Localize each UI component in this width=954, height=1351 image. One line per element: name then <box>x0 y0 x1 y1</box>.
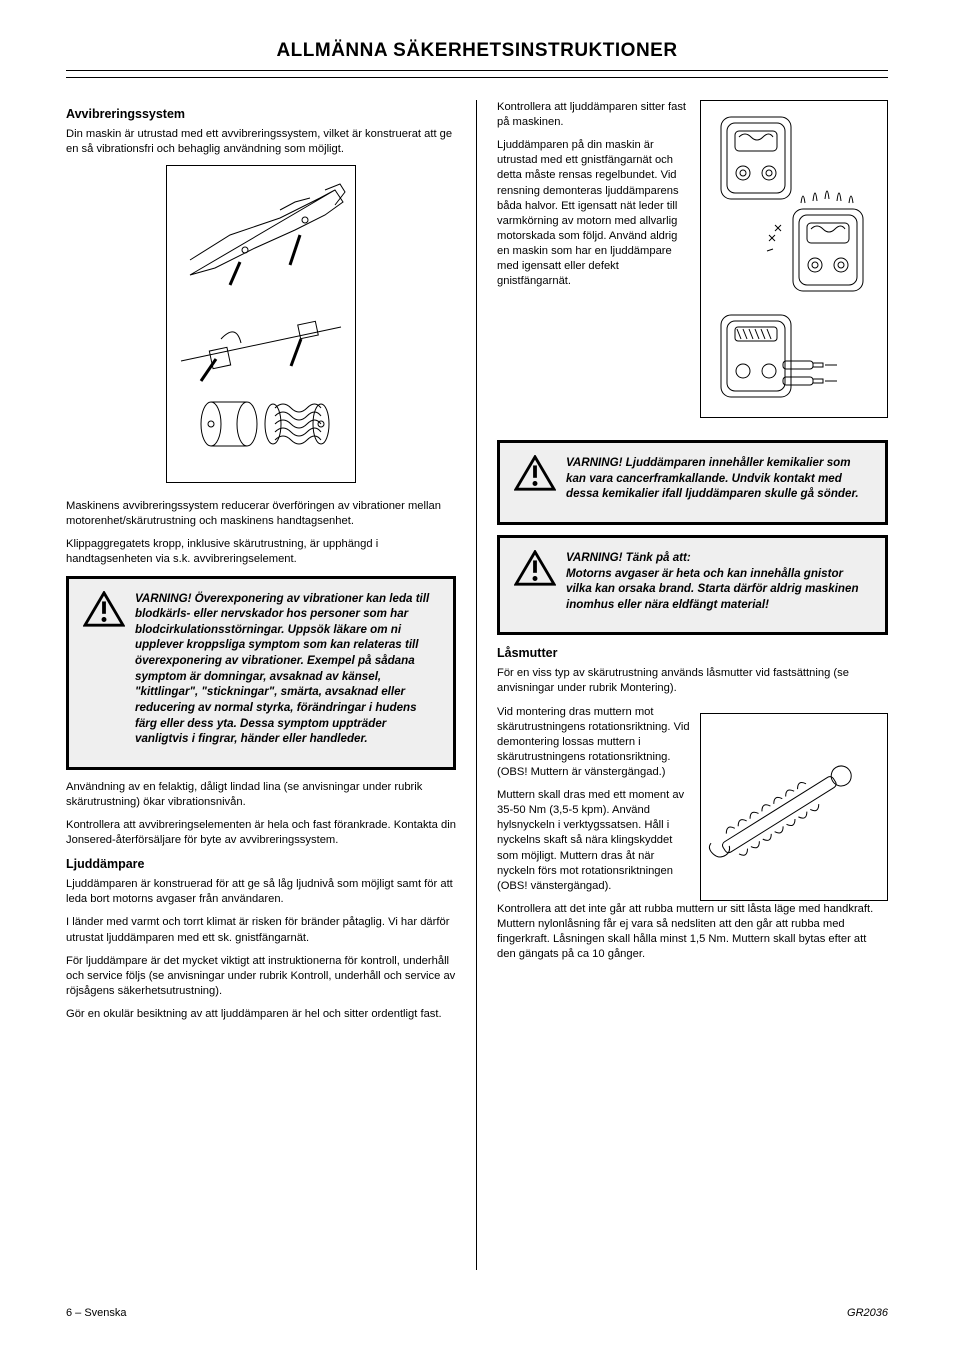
warning-box-chemicals: VARNING! Ljuddämparen innehåller kemikal… <box>497 440 888 525</box>
body-text: Användning av en felaktig, dåligt lindad… <box>66 780 456 810</box>
body-text: Gör en okulär besiktning av att ljuddämp… <box>66 1007 456 1022</box>
section-title-locknut: Låsmutter <box>497 645 888 662</box>
body-text: Kontrollera att avvibreringselementen är… <box>66 818 456 848</box>
body-text: I länder med varmt och torrt klimat är r… <box>66 915 456 945</box>
body-text: Din maskin är utrustad med ett avvibreri… <box>66 127 456 157</box>
body-text: Maskinens avvibreringssystem reducerar ö… <box>66 499 456 529</box>
section-title-damping: Avvibreringssystem <box>66 106 456 123</box>
illustration-locknut-wrench <box>700 713 888 901</box>
damping-svg <box>167 166 355 482</box>
warning-triangle-icon <box>514 455 556 493</box>
body-text: Vid montering dras muttern mot skärutrus… <box>497 705 692 781</box>
body-text: Ljuddämparen är konstruerad för att ge s… <box>66 877 456 907</box>
muffler-svg <box>701 101 887 417</box>
left-column: Avvibreringssystem Din maskin är utrusta… <box>66 100 477 1270</box>
footer-page-number: 6 – Svenska <box>66 1307 127 1319</box>
illustration-damping-system <box>166 165 356 483</box>
warning-triangle-icon <box>514 550 556 588</box>
header-rule-bottom <box>66 77 888 78</box>
body-text: Klippaggregatets kropp, inklusive skärut… <box>66 537 456 567</box>
warning-box-exhaust: VARNING! Tänk på att: Motorns avgaser är… <box>497 535 888 636</box>
manual-page: ALLMÄNNA SÄKERHETSINSTRUKTIONER Avvibrer… <box>0 0 954 1351</box>
section-title-muffler: Ljuddämpare <box>66 856 456 873</box>
warning-box-vibration: VARNING! Överexponering av vibrationer k… <box>66 576 456 770</box>
header-rule-top <box>66 70 888 71</box>
muffler-text-with-figure: Kontrollera att ljuddämparen sitter fast… <box>497 100 888 432</box>
body-text: För ljuddämpare är det mycket viktigt at… <box>66 954 456 999</box>
illustration-muffler-states <box>700 100 888 418</box>
footer-model: GR2036 <box>847 1307 888 1319</box>
locknut-text-with-figure: Vid montering dras muttern mot skärutrus… <box>497 705 888 902</box>
warning-triangle-icon <box>83 591 125 629</box>
warning-text: VARNING! Tänk på att: Motorns avgaser är… <box>566 550 871 613</box>
body-text: Muttern skall dras med ett moment av 35-… <box>497 788 692 894</box>
page-category-header: ALLMÄNNA SÄKERHETSINSTRUKTIONER <box>66 40 888 66</box>
body-text: Kontrollera att det inte går att rubba m… <box>497 902 888 962</box>
body-text: Ljuddämparen på din maskin är utrustad m… <box>497 138 692 289</box>
two-column-layout: Avvibreringssystem Din maskin är utrusta… <box>66 100 888 1270</box>
locknut-svg <box>701 714 887 900</box>
body-text: Kontrollera att ljuddämparen sitter fast… <box>497 100 692 130</box>
page-footer: 6 – Svenska GR2036 <box>66 1307 888 1319</box>
body-text: För en viss typ av skärutrustning använd… <box>497 666 888 696</box>
warning-text: VARNING! Ljuddämparen innehåller kemikal… <box>566 455 871 502</box>
warning-text: VARNING! Överexponering av vibrationer k… <box>135 591 439 747</box>
right-column: Kontrollera att ljuddämparen sitter fast… <box>477 100 888 1270</box>
